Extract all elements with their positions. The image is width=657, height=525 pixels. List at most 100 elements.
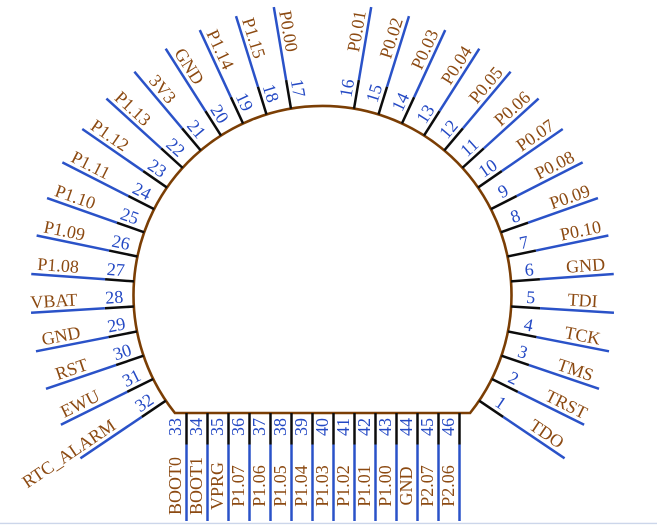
- pin-tick: [510, 278, 541, 283]
- pin-name: VBAT: [30, 289, 78, 312]
- pin-36: 36 P1.07: [228, 413, 251, 521]
- pin-number: 16: [335, 78, 358, 99]
- pin-lead-line: [234, 15, 260, 88]
- pin-name: P1.01: [354, 465, 374, 507]
- pin-name: GND: [396, 467, 416, 506]
- pin-45: 45 P2.07: [417, 413, 440, 521]
- pin-number: 6: [524, 259, 534, 280]
- pin-number: 23: [144, 155, 170, 182]
- pin-lead-line: [535, 234, 609, 252]
- pin-41: 41 P1.02: [333, 413, 356, 521]
- pin-lead-line: [438, 48, 481, 112]
- pin-4: 4 TCK: [507, 314, 610, 353]
- pin-name: BOOT0: [165, 457, 185, 515]
- pin-name: P1.02: [333, 465, 353, 507]
- pin-lead-line: [461, 70, 512, 130]
- pin-number: 7: [518, 232, 531, 253]
- pin-tick: [229, 96, 245, 125]
- pin-number: 17: [287, 78, 310, 99]
- pin-tick: [181, 127, 202, 152]
- pin-number: 1: [491, 392, 510, 414]
- pin-38: 38 P1.05: [270, 413, 293, 521]
- pin-name: P1.08: [37, 254, 80, 277]
- pin-lead-line: [536, 335, 610, 353]
- pin-number: 44: [396, 418, 416, 436]
- pin-name: BOOT1: [186, 457, 206, 515]
- pin-tick: [507, 249, 537, 258]
- pin-lead-line: [31, 272, 106, 281]
- pin-name: P0.10: [558, 217, 603, 245]
- pin-name: P1.07: [228, 465, 248, 507]
- pin-number: 21: [183, 116, 210, 143]
- pin-number: 20: [206, 101, 233, 127]
- pin-tick: [501, 354, 530, 367]
- pin-number: 25: [118, 204, 142, 229]
- pin-17: 17 P0.00: [272, 6, 310, 109]
- pin-tick: [142, 170, 168, 189]
- pin-40: 40 P1.03: [312, 413, 335, 521]
- pin-tick: [400, 96, 416, 125]
- pin-number: 13: [412, 101, 439, 127]
- pin-tick: [443, 127, 464, 152]
- pin-number: 12: [435, 116, 462, 143]
- pin-tick: [507, 330, 537, 339]
- pin-name: GND: [565, 254, 605, 277]
- pin-number: 10: [475, 155, 501, 182]
- pin-lead-line: [81, 127, 144, 173]
- pin-number: 32: [131, 389, 157, 416]
- pin-number: 3: [515, 341, 530, 363]
- pin-name: P1.06: [249, 465, 269, 507]
- pin-name: P0.00: [275, 9, 302, 53]
- pin-lead-line: [46, 196, 118, 224]
- pin-number: 9: [494, 180, 511, 202]
- pin-name: 3V3: [145, 71, 180, 108]
- pin-number: 28: [105, 287, 124, 308]
- pin-number: 39: [291, 418, 311, 436]
- pin-5: 5 TDI: [511, 287, 615, 315]
- pin-lead-line: [30, 307, 105, 315]
- pin-number: 5: [526, 287, 536, 308]
- pin-lead-line: [36, 234, 110, 252]
- pin-tick: [141, 399, 167, 418]
- pin-number: 14: [388, 89, 414, 114]
- pin-tick: [477, 170, 503, 189]
- pin-tick: [422, 110, 441, 137]
- pin-39: 39 P1.04: [291, 413, 314, 521]
- pin-number: 11: [456, 134, 482, 160]
- pin-44: 44 GND: [396, 413, 419, 521]
- pin-lead-line: [133, 70, 184, 130]
- pin-number: 27: [106, 259, 125, 280]
- pin-tick: [115, 354, 144, 367]
- pin-lead-line: [105, 97, 163, 150]
- pin-tick: [108, 249, 138, 258]
- pin-name: P0.01: [343, 9, 370, 53]
- pin-43: 43 P1.00: [375, 413, 398, 521]
- pin-name: TDI: [567, 289, 598, 311]
- pin-tick: [490, 194, 518, 211]
- pin-number: 38: [270, 418, 290, 436]
- pin-lead-line: [527, 196, 599, 224]
- pin-number: 31: [119, 365, 144, 391]
- pin-37: 37 P1.06: [249, 413, 272, 521]
- pin-number: 34: [186, 418, 206, 436]
- pin-tick: [108, 330, 138, 339]
- pin-tick: [126, 377, 154, 393]
- pin-name: P1.05: [270, 465, 290, 507]
- pin-tick: [511, 305, 541, 310]
- pin-name: P1.04: [291, 465, 311, 507]
- pin-number: 4: [522, 314, 535, 335]
- pin-number: 36: [228, 418, 248, 436]
- pin-tick: [204, 110, 223, 137]
- pin-lead-line: [79, 415, 143, 460]
- pin-lead-line: [164, 48, 207, 112]
- pin-name: P1.09: [42, 217, 87, 245]
- pin-lead-line: [35, 335, 109, 353]
- pin-number: 30: [110, 340, 133, 365]
- pin-number: 45: [417, 418, 437, 436]
- pin-lead-line: [272, 6, 288, 81]
- pin-number: 33: [165, 418, 185, 436]
- pin-number: 26: [110, 231, 132, 254]
- pin-lead-line: [540, 307, 615, 315]
